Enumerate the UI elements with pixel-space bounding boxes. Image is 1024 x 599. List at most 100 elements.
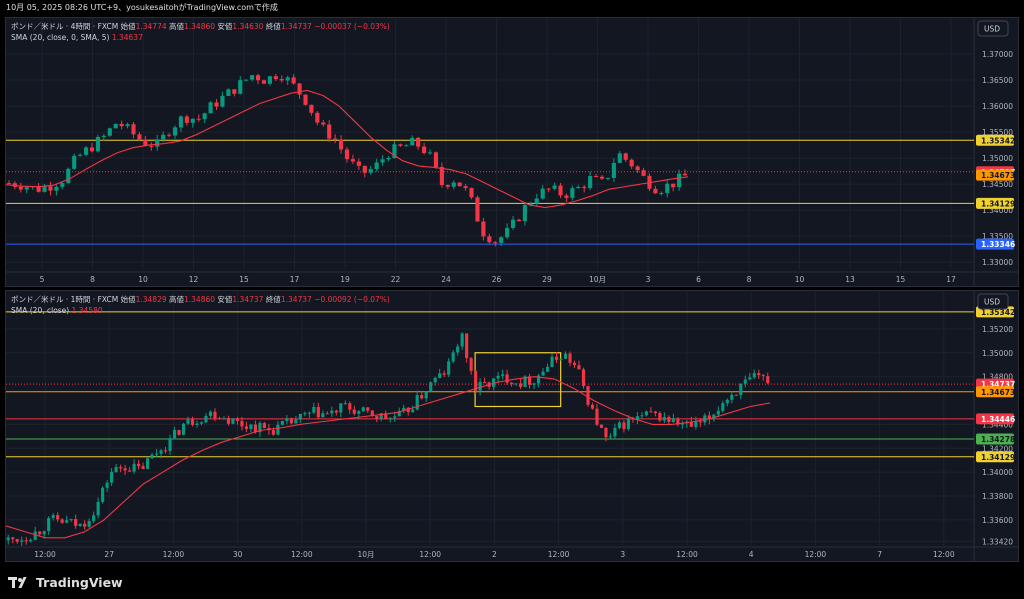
candle-body <box>101 487 105 502</box>
price-axis-label: 1.37000 <box>982 50 1013 59</box>
tradingview-logo[interactable]: TradingView <box>8 573 123 591</box>
candle-body <box>208 102 213 114</box>
chart-panel-4h[interactable]: 1.37000 1.36500 1.36000 1.35500 1.35000 1.345… <box>5 17 1019 287</box>
candle-body <box>143 139 148 146</box>
price-tag-label: 1.34129 <box>981 199 1015 208</box>
low-value: 1.34630 <box>232 22 264 31</box>
candle-body <box>343 403 347 405</box>
price-axis-label: 1.35000 <box>982 154 1013 163</box>
currency-button <box>977 293 1009 310</box>
candle-body <box>195 423 199 425</box>
price-tag <box>976 386 1014 398</box>
candle-body <box>190 118 195 123</box>
candle-body <box>510 219 516 228</box>
price-axis-label: 1.36000 <box>982 102 1013 111</box>
candle-body <box>707 415 711 420</box>
candle-body <box>501 374 505 376</box>
candle-body <box>528 203 533 205</box>
candle-body <box>78 154 83 156</box>
candle-body <box>303 413 307 415</box>
candle-body <box>29 539 33 542</box>
candle-body <box>545 366 550 372</box>
time-axis-label: 10月 <box>357 550 374 559</box>
chart-svg-4h[interactable]: 1.37000 1.36500 1.36000 1.35500 1.35000 1.345… <box>6 18 1018 286</box>
candle-body <box>83 147 89 155</box>
candle-body <box>307 412 311 414</box>
candle-body <box>410 137 415 146</box>
candle-body <box>325 413 329 415</box>
candle-body <box>366 407 370 411</box>
chart-panel-1h[interactable]: 1.35200 1.35000 1.34800 1.34400 1.34200 1.340… <box>5 290 1019 562</box>
change-value: −0.00037 (−0.03%) <box>314 22 390 31</box>
candle-body <box>69 519 73 521</box>
candle-body <box>451 352 455 362</box>
candle-body <box>427 152 433 154</box>
candle-body <box>644 411 648 416</box>
candle-body <box>352 409 356 414</box>
price-tag-label: 1.34673 <box>981 388 1015 397</box>
price-axis-label: 1.35000 <box>982 349 1013 358</box>
time-axis-label: 5 <box>40 275 45 284</box>
chart-title: ポンド／米ドル · 1時間 · FXCM <box>11 295 119 304</box>
price-tag <box>976 169 1014 181</box>
candle-body <box>255 75 261 81</box>
candle-body <box>698 421 702 423</box>
candle-body <box>536 375 541 384</box>
candle-body <box>420 395 424 399</box>
candle-body <box>238 80 243 94</box>
candle-body <box>676 418 680 425</box>
candle-body <box>309 104 314 113</box>
chart-svg-1h[interactable]: 1.35200 1.35000 1.34800 1.34400 1.34200 1.340… <box>6 291 1018 561</box>
candle-body <box>534 198 539 204</box>
price-tag-label: 1.35342 <box>981 136 1015 145</box>
candle-body <box>541 371 545 376</box>
candle-body <box>659 193 664 195</box>
candle-body <box>617 422 622 428</box>
candle-body <box>433 378 437 383</box>
candle-body <box>74 519 78 526</box>
candle-body <box>285 418 289 421</box>
candle-body <box>677 173 682 188</box>
price-axis-label: 1.33600 <box>982 516 1013 525</box>
price-axis-label: 1.35200 <box>982 325 1013 334</box>
candle-body <box>199 422 204 424</box>
candle-body <box>570 188 575 198</box>
candle-body <box>577 365 581 370</box>
candle-body <box>362 165 367 173</box>
price-axis-label: 1.33420 <box>982 537 1013 546</box>
tradingview-logo-icon <box>8 575 30 589</box>
open-label: 始値 <box>120 295 136 304</box>
candle-body <box>330 410 334 414</box>
candle-body <box>356 161 361 166</box>
candle-body <box>119 123 124 127</box>
low-value: 1.34737 <box>232 295 264 304</box>
candle-body <box>422 146 427 154</box>
candle-body <box>137 134 142 140</box>
chart-title: ポンド／米ドル · 4時間 · FXCM <box>11 22 119 31</box>
price-axis-label: 1.34800 <box>982 373 1013 382</box>
candle-body <box>159 450 163 454</box>
candle-body <box>54 186 59 191</box>
candle-body <box>312 406 316 413</box>
candle-body <box>457 182 462 187</box>
candle-body <box>523 376 527 387</box>
candle-body <box>416 137 421 147</box>
candle-body <box>617 153 622 163</box>
candle-body <box>96 501 100 516</box>
candle-body <box>190 419 195 425</box>
time-axis-label: 2 <box>492 550 497 559</box>
candle-body <box>66 168 71 184</box>
candle-body <box>220 95 225 107</box>
candle-body <box>60 519 64 523</box>
high-label: 高値 <box>169 295 184 304</box>
price-tag <box>976 238 1014 250</box>
candle-body <box>725 399 729 404</box>
candle-body <box>514 383 518 385</box>
candle-body <box>522 204 527 222</box>
candle-body <box>161 134 166 140</box>
candle-body <box>496 375 500 379</box>
open-value: 1.34829 <box>135 295 167 304</box>
candle-body <box>344 149 350 160</box>
candle-body <box>327 124 332 139</box>
time-axis-label: 13 <box>845 275 855 284</box>
